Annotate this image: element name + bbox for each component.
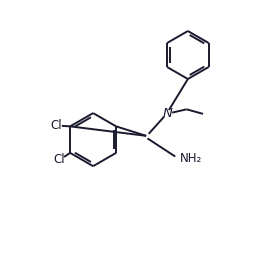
Text: Cl: Cl xyxy=(54,153,65,166)
Text: N: N xyxy=(163,107,173,120)
Text: Cl: Cl xyxy=(50,119,62,132)
Text: NH₂: NH₂ xyxy=(180,152,203,165)
